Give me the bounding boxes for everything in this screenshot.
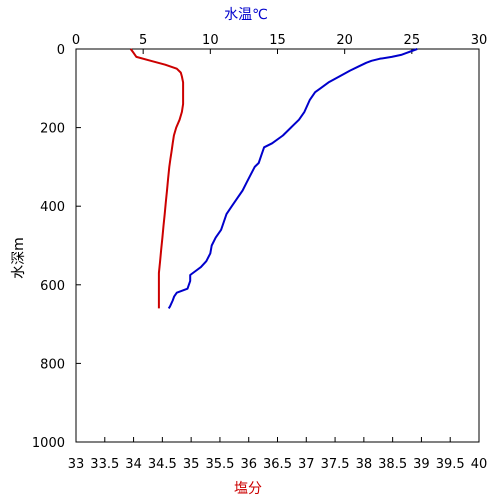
- salinity-profile-line: [129, 48, 185, 309]
- left-tick-label-0: 0: [57, 43, 65, 58]
- bottom-tick-label-5: 35.5: [205, 457, 234, 472]
- top-tick-label-1: 5: [139, 33, 147, 48]
- top-axis-ticks: 0 5 10 15 20 25 30: [72, 33, 487, 54]
- bottom-axis-title: 塩分: [234, 481, 262, 497]
- temperature-profile-line: [167, 48, 418, 309]
- left-tick-label-5: 1000: [32, 436, 65, 451]
- bottom-tick-label-3: 34.5: [148, 457, 177, 472]
- left-tick-label-2: 400: [40, 200, 65, 215]
- left-axis-ticks: 0 200 400 600 800 1000: [32, 43, 81, 451]
- left-tick-label-3: 600: [40, 279, 65, 294]
- left-tick-label-1: 200: [40, 122, 65, 137]
- bottom-tick-label-8: 37: [298, 457, 315, 472]
- bottom-tick-label-6: 36: [240, 457, 257, 472]
- bottom-tick-label-9: 37.5: [321, 457, 350, 472]
- plot-area-frame: [75, 48, 480, 443]
- bottom-tick-label-4: 35: [183, 457, 200, 472]
- bottom-tick-label-0: 33: [68, 457, 85, 472]
- top-tick-label-3: 15: [269, 33, 286, 48]
- bottom-tick-label-14: 40: [471, 457, 488, 472]
- top-tick-label-2: 10: [202, 33, 219, 48]
- bottom-tick-label-2: 34: [125, 457, 142, 472]
- bottom-tick-label-12: 39: [413, 457, 430, 472]
- left-tick-label-4: 800: [40, 357, 65, 372]
- top-tick-label-0: 0: [72, 33, 80, 48]
- bottom-axis-ticks: 33 33.5 34 34.5 35 35.5 36 36.5 37 37.5 38 38.5 39 39…: [68, 437, 488, 472]
- left-axis-title: 水深m: [11, 237, 27, 279]
- bottom-tick-label-11: 38.5: [378, 457, 407, 472]
- series-layer: [129, 48, 418, 309]
- bottom-tick-label-1: 33.5: [90, 457, 119, 472]
- bottom-tick-label-10: 38: [356, 457, 373, 472]
- top-tick-label-4: 20: [336, 33, 353, 48]
- top-tick-label-5: 25: [404, 33, 421, 48]
- bottom-tick-label-7: 36.5: [263, 457, 292, 472]
- top-tick-label-6: 30: [471, 33, 488, 48]
- top-axis-title: 水温℃: [224, 7, 268, 23]
- bottom-tick-label-13: 39.5: [436, 457, 465, 472]
